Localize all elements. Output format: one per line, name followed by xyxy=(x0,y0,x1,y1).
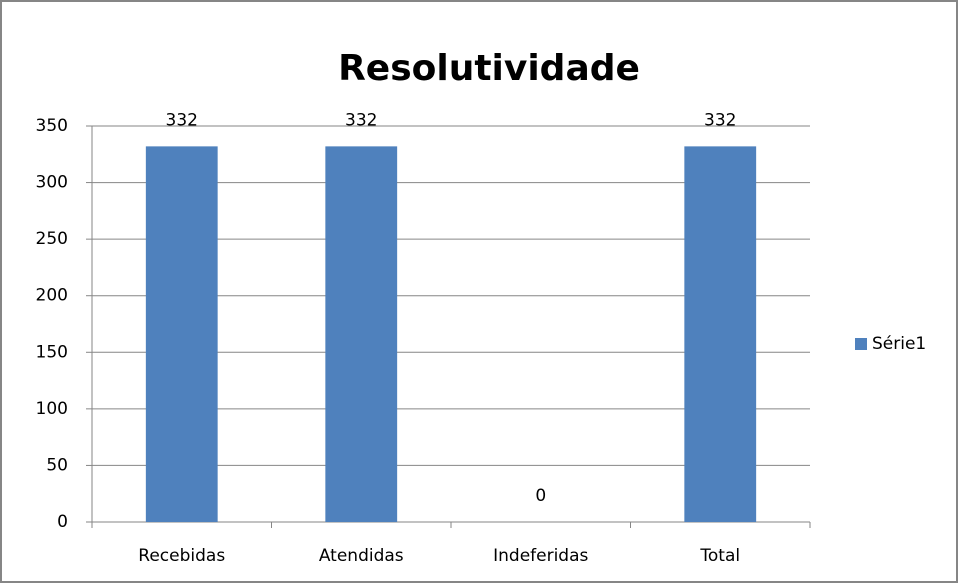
y-tick-label: 350 xyxy=(36,116,68,136)
bar xyxy=(325,146,398,522)
data-label: 332 xyxy=(704,110,736,130)
data-label: 332 xyxy=(166,110,198,130)
chart-title: Resolutividade xyxy=(338,48,640,89)
data-label: 332 xyxy=(345,110,377,130)
bar xyxy=(684,146,757,522)
y-tick-label: 100 xyxy=(36,399,68,419)
x-tick-label: Indeferidas xyxy=(493,546,588,566)
y-tick-label: 50 xyxy=(46,455,68,475)
data-label: 0 xyxy=(535,486,546,506)
bar xyxy=(145,146,218,522)
y-tick-label: 0 xyxy=(57,512,68,532)
x-tick-label: Total xyxy=(699,546,740,566)
y-tick-label: 300 xyxy=(36,173,68,193)
legend-swatch xyxy=(855,338,867,350)
y-tick-label: 250 xyxy=(36,229,68,249)
y-tick-label: 200 xyxy=(36,286,68,306)
y-tick-label: 150 xyxy=(36,342,68,362)
legend-label: Série1 xyxy=(872,334,926,354)
x-tick-label: Recebidas xyxy=(138,546,225,566)
x-tick-label: Atendidas xyxy=(319,546,404,566)
